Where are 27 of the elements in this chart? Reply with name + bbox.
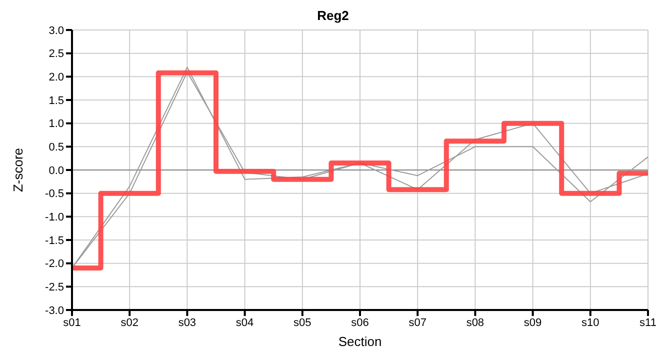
- y-tick-label: 3.0: [48, 24, 64, 37]
- x-tick-label: s04: [236, 316, 254, 329]
- x-tick-label: s06: [351, 316, 369, 329]
- chart-title: Reg2: [316, 8, 350, 25]
- y-tick-label: -1.5: [45, 234, 64, 247]
- x-tick-label: s11: [640, 316, 656, 329]
- y-tick-label: -0.5: [45, 188, 64, 200]
- y-tick-label: 1.0: [48, 118, 64, 130]
- y-tick-label: -1.0: [45, 212, 64, 224]
- y-tick-label: 2.5: [48, 48, 64, 60]
- x-tick-label: s05: [294, 316, 312, 329]
- y-tick-label: 2.0: [48, 72, 64, 84]
- y-tick-label: -3.0: [45, 304, 64, 317]
- y-tick-label: 0.5: [48, 142, 64, 154]
- y-tick-label: 0.0: [48, 164, 64, 177]
- x-tick-label: s10: [582, 316, 600, 329]
- y-axis-title: Z-score: [10, 148, 26, 192]
- x-tick-label: s09: [524, 316, 542, 329]
- x-tick-label: s02: [120, 316, 138, 329]
- y-tick-label: -2.0: [45, 258, 64, 270]
- y-tick-label: -2.5: [45, 282, 64, 294]
- x-axis-title: Section: [338, 334, 382, 349]
- y-tick-label: 1.5: [48, 94, 64, 107]
- x-tick-label: s08: [466, 316, 484, 329]
- x-tick-label: s03: [178, 316, 196, 329]
- x-tick-label: s01: [63, 316, 81, 329]
- x-tick-label: s07: [408, 316, 426, 329]
